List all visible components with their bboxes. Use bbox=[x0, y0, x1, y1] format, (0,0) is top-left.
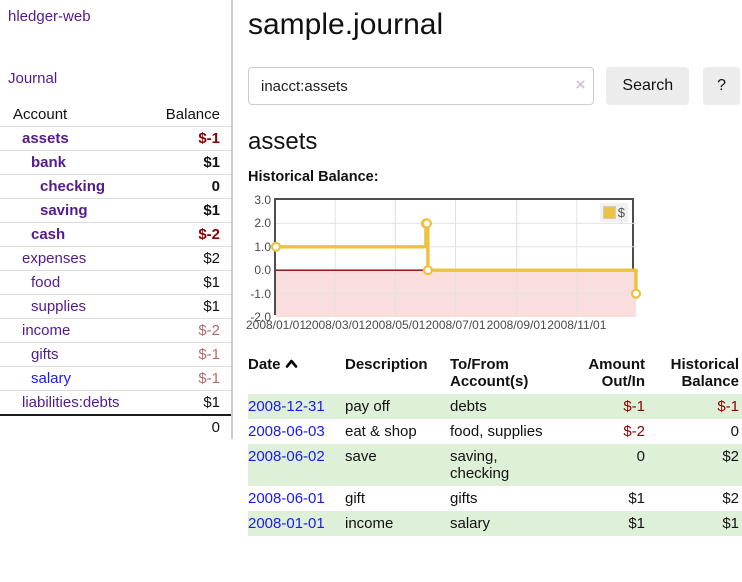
account-row: supplies $1 bbox=[0, 294, 231, 319]
legend-label: $ bbox=[617, 205, 625, 220]
x-axis-tick-label: 2008/07/01 bbox=[425, 318, 486, 332]
account-row: income $-2 bbox=[0, 318, 231, 343]
clear-search-icon[interactable]: × bbox=[575, 75, 586, 94]
register-col-balance: Historical Balance bbox=[670, 356, 739, 390]
account-balance: $-2 bbox=[198, 322, 220, 339]
transaction-date-link[interactable]: 2008-12-31 bbox=[248, 398, 325, 415]
account-link[interactable]: assets bbox=[22, 130, 69, 147]
account-balance: $-2 bbox=[198, 226, 220, 243]
accounts-col-account: Account bbox=[13, 106, 68, 123]
accounts-total-row: 0 bbox=[0, 414, 231, 439]
account-link[interactable]: liabilities:debts bbox=[22, 394, 120, 411]
search-form: × Search ? bbox=[248, 67, 740, 105]
account-row: cash $-2 bbox=[0, 222, 231, 247]
accounts-table: Account Balance assets $-1 bank $1 checking 0… bbox=[0, 103, 231, 439]
account-balance: $-1 bbox=[198, 130, 220, 147]
x-axis-tick-label: 2008/05/01 bbox=[365, 318, 426, 332]
account-link[interactable]: gifts bbox=[31, 346, 59, 363]
transaction-row: 2008-06-01 gift gifts $1 $2 bbox=[248, 490, 739, 507]
account-link[interactable]: saving bbox=[40, 202, 88, 219]
account-balance: $2 bbox=[203, 250, 220, 267]
y-axis-tick-label: 0.0 bbox=[254, 263, 271, 278]
transaction-row: 2008-06-03 eat & shop food, supplies $-2 0 bbox=[248, 423, 739, 440]
page-title: sample.journal bbox=[248, 8, 444, 41]
sort-ascending-icon bbox=[285, 359, 297, 368]
account-balance: $1 bbox=[203, 274, 220, 291]
sidebar-item-journal[interactable]: Journal bbox=[8, 70, 58, 87]
search-button[interactable]: Search bbox=[606, 67, 690, 105]
search-input[interactable] bbox=[248, 67, 595, 105]
account-balance: $1 bbox=[203, 298, 220, 315]
transaction-row: 2008-12-31 pay off debts $-1 $-1 bbox=[248, 394, 742, 419]
x-axis-tick-label: 2008/11/01 bbox=[547, 318, 607, 332]
x-axis-tick-label: 2008/01/01 bbox=[245, 318, 307, 332]
account-link[interactable]: food bbox=[31, 274, 61, 291]
account-balance: $1 bbox=[203, 394, 220, 411]
account-row: salary $-1 bbox=[0, 366, 231, 391]
accounts-col-balance: Balance bbox=[165, 106, 220, 123]
transaction-date-link[interactable]: 2008-01-01 bbox=[248, 515, 325, 532]
account-balance: $-1 bbox=[198, 370, 220, 387]
account-link[interactable]: expenses bbox=[22, 250, 87, 267]
y-axis-tick-label: -1.0 bbox=[250, 286, 271, 301]
account-row: gifts $-1 bbox=[0, 342, 231, 367]
account-link[interactable]: supplies bbox=[31, 298, 87, 315]
account-link[interactable]: income bbox=[22, 322, 71, 339]
accounts-total-value: 0 bbox=[149, 414, 231, 439]
help-button[interactable]: ? bbox=[703, 67, 740, 105]
account-row: food $1 bbox=[0, 270, 231, 295]
register-col-amount: Amount Out/In bbox=[588, 356, 645, 390]
y-axis-tick-label: -2.0 bbox=[250, 310, 271, 324]
account-link[interactable]: salary bbox=[31, 370, 72, 387]
register-table: Date Description To/From Account(s) Amou… bbox=[248, 354, 742, 536]
transaction-date-link[interactable]: 2008-06-02 bbox=[248, 448, 325, 465]
app-brand-link[interactable]: hledger-web bbox=[8, 8, 91, 25]
account-row: bank $1 bbox=[0, 150, 231, 175]
account-row: checking 0 bbox=[0, 174, 231, 199]
transaction-date-link[interactable]: 2008-06-01 bbox=[248, 490, 325, 507]
account-row: assets $-1 bbox=[0, 126, 231, 151]
account-balance: $1 bbox=[203, 202, 220, 219]
historical-balance-chart: 3.0 2.0 1.0 0.0 -1.0 -2.0 $ 2008/01/01 2008/03… bbox=[246, 193, 742, 334]
main-content: sample.journal × Search ? assets Histori… bbox=[246, 0, 742, 536]
transaction-row: 2008-06-02 save saving, checking 0 $2 bbox=[248, 444, 742, 486]
x-axis-tick-label: 2008/03/01 bbox=[305, 318, 366, 332]
account-balance: $1 bbox=[203, 154, 220, 171]
account-balance: 0 bbox=[211, 178, 220, 195]
x-axis-tick-label: 2008/09/01 bbox=[486, 318, 547, 332]
register-col-date[interactable]: Date bbox=[248, 354, 345, 394]
chart-plot-area[interactable]: $ bbox=[270, 198, 642, 317]
account-link[interactable]: bank bbox=[31, 154, 67, 171]
account-row: saving $1 bbox=[0, 198, 231, 223]
register-col-description: Description bbox=[345, 356, 428, 373]
account-row: expenses $2 bbox=[0, 246, 231, 271]
legend-swatch-icon bbox=[602, 206, 616, 219]
account-balance: $-1 bbox=[198, 346, 220, 363]
y-axis-tick-label: 3.0 bbox=[254, 193, 271, 207]
chart-legend: $ bbox=[599, 203, 628, 222]
account-heading: assets bbox=[248, 128, 318, 155]
sidebar: hledger-web Journal Account Balance asse… bbox=[0, 0, 233, 439]
account-link[interactable]: cash bbox=[31, 226, 66, 243]
account-row: liabilities:debts $1 bbox=[0, 390, 231, 416]
transaction-date-link[interactable]: 2008-06-03 bbox=[248, 423, 325, 440]
y-axis-tick-label: 2.0 bbox=[254, 216, 271, 231]
account-link[interactable]: checking bbox=[40, 178, 106, 195]
transaction-row: 2008-01-01 income salary $1 $1 bbox=[248, 511, 742, 536]
register-col-tofrom: To/From Account(s) bbox=[450, 356, 529, 390]
chart-title: Historical Balance: bbox=[248, 169, 379, 185]
y-axis-tick-label: 1.0 bbox=[254, 239, 271, 254]
